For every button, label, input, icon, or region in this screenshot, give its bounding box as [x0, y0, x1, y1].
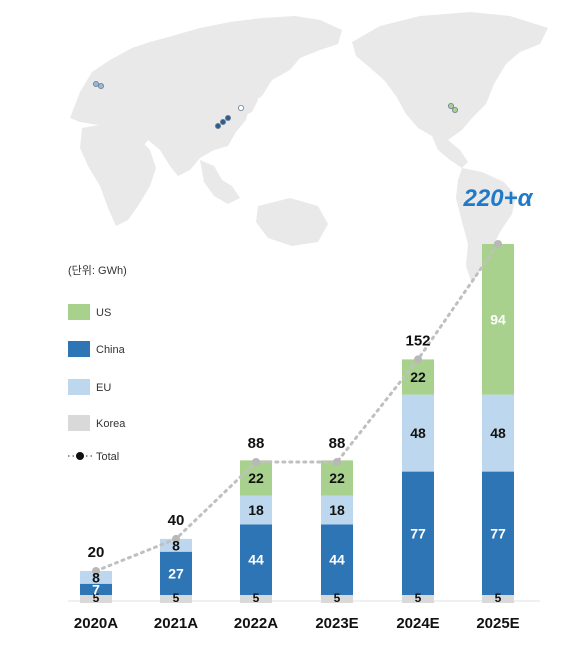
eu-bar-2022A [240, 495, 272, 525]
total-legend-marker [76, 452, 84, 460]
site-marker [237, 105, 244, 112]
total-marker-2023E [333, 457, 341, 466]
korea-legend-swatch [68, 415, 90, 431]
us-bar-2025E [482, 244, 514, 395]
australia-landmass [256, 198, 328, 246]
north-america-landmass [352, 12, 548, 140]
korea-bar-2021A [160, 594, 192, 603]
china-legend-label: China [96, 344, 126, 356]
unit-label: (단위: GWh) [68, 264, 127, 277]
us-bar-2023E [321, 460, 353, 496]
total-marker-2024E [414, 355, 422, 364]
korea-bar-2022A [240, 594, 272, 603]
eu-bar-2023E [321, 495, 353, 525]
x-tick-2025E: 2025E [476, 615, 519, 632]
us-bar-2022A [240, 460, 272, 496]
factory-site-markers [93, 81, 458, 130]
bar-stacks [80, 244, 514, 603]
eu-value-2020A: 8 [92, 569, 100, 585]
us-value-2023E: 22 [329, 470, 345, 486]
africa-landmass [80, 124, 156, 226]
korea-bar-2020A [80, 594, 112, 603]
korea-value-2023E: 5 [334, 591, 341, 605]
south-america-landmass [456, 168, 516, 284]
x-tick-2024E: 2024E [396, 615, 439, 632]
total-label-2020A: 20 [88, 544, 105, 561]
korea-value-2021A: 5 [173, 591, 180, 605]
korea-value-2020A: 5 [93, 591, 100, 605]
total-marker-2022A [252, 457, 260, 466]
x-tick-2021A: 2021A [154, 615, 198, 632]
korea-bar-2023E [321, 594, 353, 603]
total-marker-2020A [92, 566, 100, 575]
total-dotted-line [94, 242, 500, 573]
total-label-2022A: 88 [248, 435, 265, 452]
southeast-asia-landmass [200, 160, 240, 204]
us-value-2025E: 94 [490, 311, 506, 327]
projected-total-label: 220+α [463, 185, 534, 212]
korea-value-2025E: 5 [495, 591, 502, 605]
central-america-landmass [432, 136, 468, 168]
total-legend-label: Total [96, 451, 119, 463]
site-marker [224, 115, 231, 122]
china-value-2022A: 44 [248, 552, 264, 568]
china-value-2025E: 77 [490, 525, 506, 541]
eu-bar-2020A [80, 570, 112, 584]
site-marker [93, 81, 100, 88]
korea-value-2022A: 5 [253, 591, 260, 605]
eu-value-2023E: 18 [329, 502, 345, 518]
japan-landmass [240, 90, 258, 116]
total-label-2021A: 40 [168, 512, 185, 529]
eu-value-2021A: 8 [172, 537, 180, 553]
site-marker [214, 123, 221, 130]
china-bar-2022A [240, 524, 272, 595]
korea-bar-2025E [482, 594, 514, 603]
site-marker [98, 83, 105, 90]
china-bar-2023E [321, 524, 353, 595]
china-legend-swatch [68, 341, 90, 357]
china-value-2024E: 77 [410, 525, 426, 541]
legend: US China EU Korea Total [68, 304, 126, 463]
eu-bar-2024E [402, 394, 434, 472]
x-axis-tick-labels: 2020A 2021A 2022A 2023E 2024E 2025E [74, 615, 520, 632]
china-value-2020A: 7 [92, 581, 100, 597]
china-bar-2021A [160, 551, 192, 595]
x-tick-2022A: 2022A [234, 615, 278, 632]
china-bar-2020A [80, 583, 112, 595]
site-marker [447, 103, 454, 110]
total-trend-line [92, 240, 502, 575]
eu-value-2024E: 48 [410, 425, 426, 441]
korea-value-2024E: 5 [415, 591, 422, 605]
us-bar-2024E [402, 359, 434, 395]
eu-legend-label: EU [96, 382, 111, 394]
eu-value-2022A: 18 [248, 502, 264, 518]
china-bar-2025E [482, 471, 514, 595]
site-marker [451, 107, 458, 114]
china-bar-2024E [402, 471, 434, 595]
korea-legend-label: Korea [96, 418, 126, 430]
total-marker-2025E [494, 240, 502, 248]
x-tick-2020A: 2020A [74, 615, 118, 632]
eu-legend-swatch [68, 379, 90, 395]
eu-value-2025E: 48 [490, 425, 506, 441]
x-tick-2023E: 2023E [315, 615, 358, 632]
us-value-2024E: 22 [410, 369, 426, 385]
us-value-2022A: 22 [248, 470, 264, 486]
total-label-2023E: 88 [329, 435, 346, 452]
world-map-background [70, 12, 548, 284]
china-value-2023E: 44 [329, 552, 345, 568]
europe-asia-landmass [70, 16, 342, 176]
site-marker [219, 119, 226, 126]
total-label-2024E: 152 [405, 332, 430, 349]
china-value-2021A: 27 [168, 565, 184, 581]
total-marker-2021A [172, 534, 180, 543]
us-legend-swatch [68, 304, 90, 320]
eu-bar-2025E [482, 394, 514, 472]
korea-bar-2024E [402, 594, 434, 603]
us-legend-label: US [96, 307, 111, 319]
total-value-labels: 20 40 88 88 152 [88, 332, 431, 561]
